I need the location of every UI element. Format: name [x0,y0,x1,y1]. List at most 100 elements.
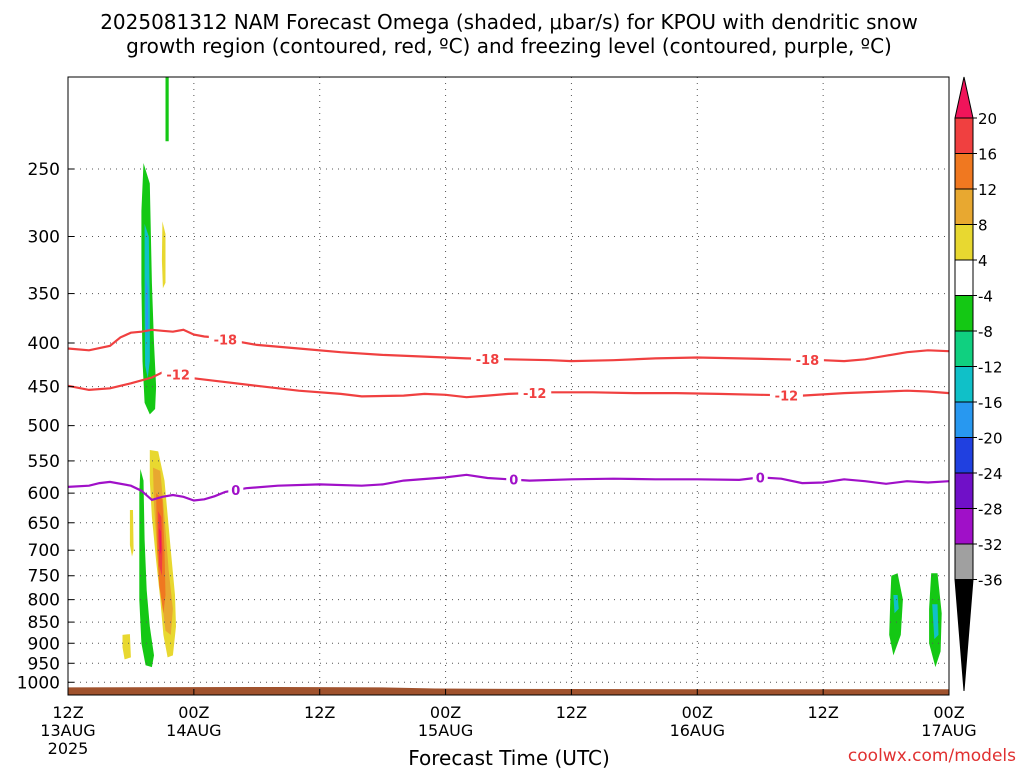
colorbar-label: 20 [978,110,997,128]
contour-label-bg [208,331,242,348]
colorbar-segment [954,366,974,403]
contour-label: 0 [231,484,240,499]
pressure-tick-label: 1000 [17,673,60,693]
colorbar-segment [954,224,974,261]
colorbar-segment [954,437,974,474]
colorbar-label: -24 [978,465,1003,483]
time-tick-label: 12Z [556,703,587,722]
colorbar-label: -36 [978,572,1003,590]
colorbar-segment [954,153,974,190]
contour-label-bg [752,469,768,486]
contour-label: -12 [523,387,547,402]
omega-region [889,573,903,656]
time-tick-label: 13AUG [40,721,95,740]
colorbar-label: -20 [978,430,1003,448]
contour-label: -18 [476,353,500,368]
colorbar-label: -16 [978,394,1003,412]
ground-fill [68,687,949,695]
pressure-tick-label: 300 [28,227,60,247]
colorbar-label: -32 [978,536,1003,554]
pressure-tick-label: 900 [28,634,60,654]
omega-region [145,277,149,339]
contour-label-bg [471,350,505,367]
time-tick-label: 12Z [304,703,335,722]
colorbar-segment [954,117,974,154]
colorbar-label: -12 [978,359,1003,377]
colorbar-segment [954,472,974,509]
omega-region [159,528,162,556]
colorbar-label: -8 [978,323,993,341]
pressure-tick-label: 950 [28,654,60,674]
contour-label-bg [790,351,824,368]
time-tick-label: 12Z [52,703,83,722]
omega-region [932,604,939,640]
contour-label-bg [161,366,195,383]
colorbar-label: 16 [978,146,997,164]
colorbar-label: -28 [978,501,1003,519]
pressure-tick-label: 600 [28,484,60,504]
omega-region [139,468,154,668]
colorbar: 20 16 12 8 4 -4 -8 -12 -16 -20 -24 -28 -32 -36 [954,76,1003,692]
pressure-tick-label: 250 [28,160,60,180]
pressure-tick-label: 650 [28,514,60,534]
colorbar-segment [954,295,974,332]
pressure-tick-label: 500 [28,417,60,437]
omega-region [893,595,899,614]
omega-region [129,510,134,557]
time-tick-label: 16AUG [670,721,725,740]
time-tick-label: 00Z [178,703,209,722]
colorbar-segment [954,508,974,545]
pressure-tick-label: 700 [28,541,60,561]
contour-lines: -18 -18 -18 -12 -12 -12 0 0 0 [67,328,950,502]
omega-region [122,634,131,660]
contour-label: -18 [214,333,238,348]
grid-lines [68,77,949,695]
time-tick-label: 15AUG [418,721,473,740]
pressure-tick-label: 550 [28,452,60,472]
colorbar-segment [954,543,974,580]
contour-label-bg [506,471,522,488]
colorbar-segment [954,188,974,225]
contour-label: -18 [796,354,820,369]
x-axis-label: Forecast Time (UTC) [408,746,610,768]
contour-label-bg [228,482,244,499]
time-tick-label: 17AUG [921,721,976,740]
contour-label: -12 [166,368,190,383]
contour-label-bg [769,387,803,404]
time-tick-label: 00Z [430,703,461,722]
pressure-tick-label: 800 [28,591,60,611]
colorbar-bottom-arrow [954,579,974,692]
chart-title-line2: growth region (contoured, red, ºC) and f… [126,34,892,58]
contour-line [67,328,950,363]
pressure-tick-label: 450 [28,378,60,398]
time-tick-label: 2025 [48,739,89,758]
credit-text: coolwx.com/models [848,746,1016,766]
contour-label: 0 [756,471,765,486]
colorbar-segment [954,259,974,296]
pressure-tick-label: 400 [28,334,60,354]
contour-line [67,473,950,502]
contour-label: 0 [509,474,518,489]
ground-layer [68,687,949,695]
colorbar-label: 12 [978,181,997,199]
colorbar-label: 4 [978,252,988,270]
pressure-tick-label: 350 [28,285,60,305]
pressure-tick-label: 850 [28,613,60,633]
colorbar-label: 8 [978,217,988,235]
colorbar-segment [954,330,974,367]
omega-region [165,77,169,142]
time-tick-label: 00Z [682,703,713,722]
chart-title-line1: 2025081312 NAM Forecast Omega (shaded, μ… [100,10,918,34]
time-tick-label: 00Z [933,703,964,722]
pressure-tick-label: 750 [28,567,60,587]
colorbar-segment [954,401,974,438]
colorbar-label: -4 [978,288,993,306]
plot-frame [67,76,950,696]
time-tick-label: 12Z [807,703,838,722]
time-tick-label: 14AUG [166,721,221,740]
pressure-axis: 2503003504004505005506006507007508008509… [17,160,74,693]
omega-region [161,221,166,289]
